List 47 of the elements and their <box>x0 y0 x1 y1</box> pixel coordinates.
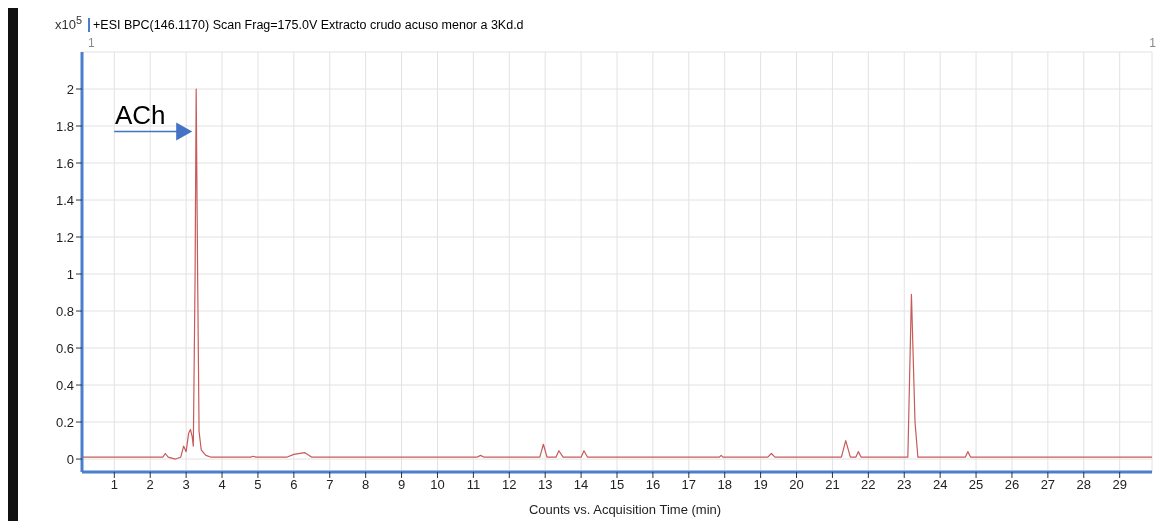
x-tick-label: 19 <box>753 477 768 493</box>
chart-title: +ESI BPC(146.1170) Scan Frag=175.0V Extracto crudo acuso menor a 3Kd.d <box>93 18 524 32</box>
x-tick-label: 1 <box>110 477 118 493</box>
x-tick-label: 10 <box>430 477 445 493</box>
x-tick-label: 26 <box>1004 477 1020 493</box>
text: 1 <box>1149 36 1156 50</box>
y-tick-label: 0.6 <box>55 340 74 356</box>
x-tick-label: 6 <box>290 477 298 493</box>
x-tick-label: 2 <box>146 477 154 493</box>
line-series <box>82 88 1152 460</box>
x-tick-label: 12 <box>502 477 517 493</box>
x-tick-label: 3 <box>182 477 190 493</box>
x-tick-label: 4 <box>218 477 226 493</box>
x-tick-label: 28 <box>1076 477 1092 493</box>
x-tick-label: 16 <box>645 477 661 493</box>
y-tick-label: 1.4 <box>55 192 74 208</box>
text: 1 <box>88 36 95 50</box>
x-tick-label: 5 <box>254 477 262 493</box>
x-tick-label: 24 <box>932 477 948 493</box>
x-tick-label: 29 <box>1112 477 1127 493</box>
x-tick-label: 27 <box>1040 477 1056 493</box>
y-tick-label: 1.8 <box>55 118 74 134</box>
x-tick-label: 14 <box>573 477 589 493</box>
x-tick-label: 21 <box>825 477 840 493</box>
x-tick-label: 18 <box>717 477 732 493</box>
x-tick-label: 17 <box>681 477 697 493</box>
y-tick-label: 0.4 <box>55 377 74 393</box>
x-axis-title: Counts vs. Acquisition Time (min) <box>528 502 722 517</box>
x-tick-label: 25 <box>968 477 984 493</box>
y-tick-label: 0 <box>66 451 74 467</box>
annotation: ACh <box>114 99 166 130</box>
y-tick-label: 2 <box>66 81 74 97</box>
x-tick-label: 11 <box>466 477 481 493</box>
x-tick-label: 7 <box>326 477 334 493</box>
x-tick-label: 15 <box>609 477 625 493</box>
y-tick-label: 0.8 <box>55 303 74 319</box>
x-tick-label: 20 <box>789 477 804 493</box>
x-tick-label: 23 <box>897 477 912 493</box>
y-tick-label: 1.6 <box>55 155 74 171</box>
y-tick-label: 1 <box>66 266 74 282</box>
y-axis-title: x10$^{5}$ <box>55 13 82 32</box>
x-tick-label: 22 <box>861 477 876 493</box>
x-tick-label: 9 <box>397 477 406 493</box>
y-tick-label: 1.2 <box>55 229 74 245</box>
y-tick-label: 0.2 <box>55 414 74 430</box>
x-tick-label: 13 <box>537 477 553 493</box>
x-tick-label: 8 <box>362 477 370 493</box>
